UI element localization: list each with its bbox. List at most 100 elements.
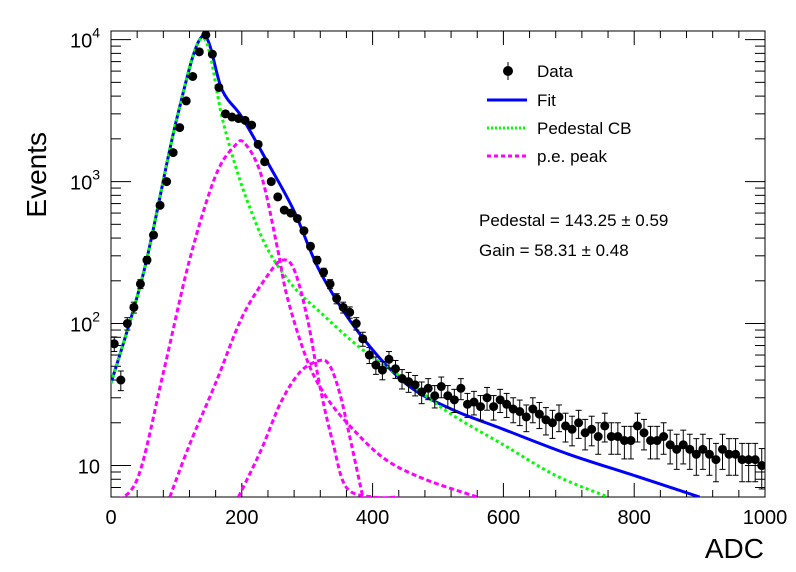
data-point <box>247 120 257 130</box>
data-point <box>619 436 629 446</box>
data-point <box>534 409 544 419</box>
data-point <box>744 455 754 465</box>
data-point <box>129 302 139 312</box>
data-point <box>201 31 211 40</box>
data-point <box>305 241 315 251</box>
data-point <box>698 444 708 454</box>
data-point <box>116 375 126 385</box>
legend-data-marker <box>503 66 513 76</box>
data-point <box>587 424 597 434</box>
data-point <box>111 339 119 349</box>
p-e-peak-3-curve <box>237 358 365 497</box>
data-point <box>390 364 400 374</box>
x-tick-label: 200 <box>225 507 258 529</box>
data-point <box>600 421 610 431</box>
x-tick-label: 800 <box>618 507 651 529</box>
data-point <box>417 387 427 397</box>
data-point <box>639 428 649 438</box>
data-point <box>194 47 204 57</box>
data-point <box>476 402 486 412</box>
x-tick-label: 600 <box>487 507 520 529</box>
data-point <box>410 380 420 390</box>
annotation-pedestal: Pedestal = 143.25 ± 0.59 <box>479 211 668 230</box>
data-point <box>214 82 224 92</box>
data-point <box>377 365 387 375</box>
plot-frame <box>110 30 766 498</box>
data-point <box>364 350 374 360</box>
data-point <box>266 177 276 187</box>
data-point <box>567 424 577 434</box>
pedestal-cb-curve <box>111 36 609 497</box>
data-point <box>149 230 159 240</box>
p-e-peak-2-curve <box>168 258 399 497</box>
data-point <box>273 192 283 202</box>
data-point <box>678 440 688 450</box>
data-point <box>253 139 263 149</box>
data-point <box>332 294 342 304</box>
x-tick-label: 0 <box>105 507 116 529</box>
data-point <box>175 123 185 133</box>
data-point <box>521 412 531 422</box>
y-tick-label: 104 <box>70 25 100 53</box>
data-point <box>691 449 701 459</box>
data-point <box>659 432 669 442</box>
legend-label-fit: Fit <box>537 91 556 110</box>
data-point <box>207 49 217 59</box>
data-point <box>482 393 492 403</box>
p-e-peak-1-curve <box>119 139 478 497</box>
data-point <box>626 436 636 446</box>
y-tick-label: 102 <box>70 309 100 337</box>
data-point <box>646 436 656 446</box>
data-point <box>286 208 296 218</box>
data-point <box>593 432 603 442</box>
data-point <box>240 115 250 125</box>
legend-label-pe-peak: p.e. peak <box>537 147 607 166</box>
data-point <box>574 418 584 428</box>
data-point <box>704 449 714 459</box>
y-tick-label: 103 <box>70 167 100 195</box>
data-point <box>155 200 165 210</box>
data-point <box>731 449 741 459</box>
data-point <box>449 395 459 405</box>
data-point <box>547 418 557 428</box>
data-point <box>515 407 525 417</box>
data-point <box>358 334 368 344</box>
data-point <box>737 455 747 465</box>
data-point <box>436 382 446 392</box>
data-point <box>135 279 145 289</box>
data-point <box>351 319 361 329</box>
data-point <box>430 391 440 401</box>
data-point <box>613 432 623 442</box>
data-point <box>750 455 760 465</box>
data-point <box>495 395 505 405</box>
data-point <box>665 440 675 450</box>
data-point <box>489 402 499 412</box>
data-point <box>672 444 682 454</box>
data-point <box>711 455 721 465</box>
data-point <box>652 436 662 446</box>
data-point <box>685 444 695 454</box>
data-point <box>142 255 152 265</box>
data-point <box>502 399 512 409</box>
data-point <box>168 148 178 158</box>
x-axis-title: ADC <box>705 533 764 564</box>
data-point <box>260 157 270 167</box>
data-point <box>181 96 191 106</box>
data-point <box>554 412 564 422</box>
data-point <box>319 267 329 277</box>
data-point <box>443 391 453 401</box>
data-point <box>122 319 132 329</box>
x-tick-label: 400 <box>356 507 389 529</box>
data-point <box>162 177 172 187</box>
x-tick-label: 1000 <box>743 507 788 529</box>
y-tick-label: 10 <box>78 457 100 479</box>
data-point <box>423 383 433 393</box>
data-point <box>292 213 302 223</box>
data-point <box>456 383 466 393</box>
data-point <box>325 279 335 289</box>
data-point <box>188 71 198 81</box>
data-point <box>606 432 616 442</box>
data-point <box>632 421 642 431</box>
data-point <box>724 449 734 459</box>
